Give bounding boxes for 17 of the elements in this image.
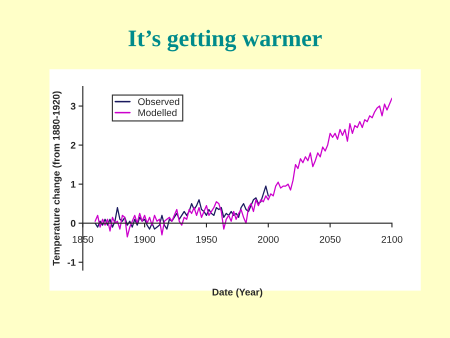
legend-label: Modelled [138,108,176,116]
x-tick-label: 2050 [320,236,341,243]
y-tick-label: 1 [71,180,76,188]
y-axis-title: Temperature change (from 1880-1920) [52,91,62,266]
chart-title: It’s getting warmer [128,30,322,52]
legend-label: Observed [138,98,180,106]
x-tick-label: 1900 [134,236,156,243]
line-series [94,98,392,238]
x-tick-label: 1950 [196,236,217,243]
y-tick-label: 3 [70,102,76,110]
x-tick-label: 2100 [382,236,402,243]
x-tick-label: 2000 [258,236,279,243]
y-tick-label: 2 [70,142,76,149]
line-series [94,185,269,230]
x-axis-title: Date (Year) [212,288,262,298]
y-tick-label: -1 [68,259,76,266]
y-tick-label: 0 [70,220,76,227]
